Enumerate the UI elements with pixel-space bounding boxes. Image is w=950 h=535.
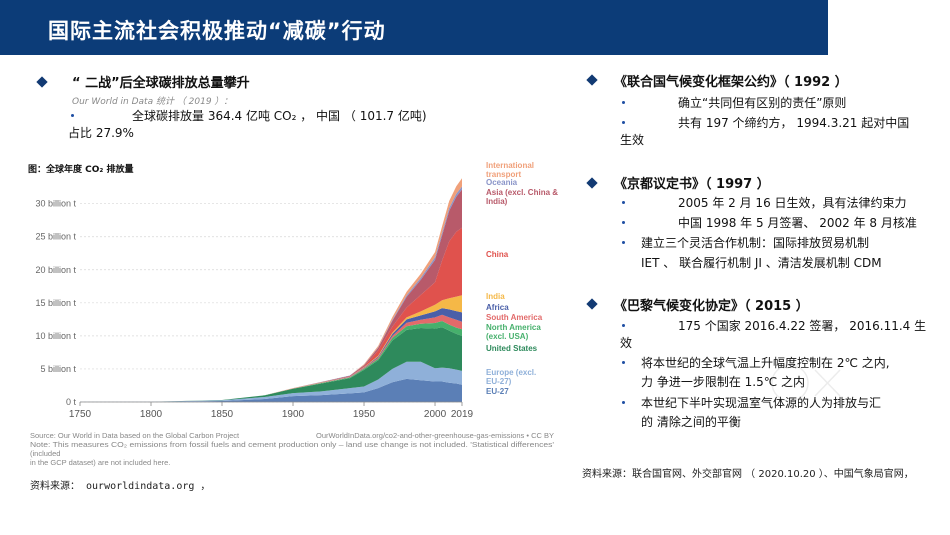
legend-label: South America [486,313,543,322]
chart-url-note: OurWorldInData.org/co2-and-other-greenho… [316,431,554,440]
legend-label: International [486,161,534,170]
kyoto-point-3-line1: 建立三个灵活合作机制：国际排放贸易机制 [641,236,870,250]
legend-label: India) [486,197,508,206]
bullet-dot-icon [71,114,74,117]
bullet-dot-icon [622,101,625,104]
kyoto-heading: 《京都议定书》（ 1997 ） [614,177,770,192]
bullet-dot-icon [622,221,625,224]
chart-note-line2: (included [30,449,60,458]
x-tick-label: 1950 [353,409,376,420]
kyoto-point-1: 2005 年 2 月 16 日生效，具有法律约束力 [678,196,907,210]
unfccc-point-1: 确立“共同但有区别的责任”原则 [678,96,847,110]
bullet-diamond-icon [586,298,598,310]
paris-point-2-line2: 力 争进一步限制在 1.5℃ 之内 [641,375,806,389]
unfccc-heading: 《联合国气候变化框架公约》（ 1992 ） [614,75,848,90]
x-tick-label: 1750 [69,409,92,420]
x-tick-label: 1850 [211,409,234,420]
series-area [80,361,462,402]
title-bar: 国际主流社会积极推动“减碳”行动 [0,0,828,55]
bullet-dot-icon [622,201,625,204]
legend-label: North America [486,323,541,332]
x-tick-label: 1800 [140,409,163,420]
emission-stat-line1: 全球碳排放量 364.4 亿吨 CO₂ ， 中国 （ 101.7 亿吨) [132,109,427,123]
kyoto-point-2: 中国 1998 年 5 月签署、 2002 年 8 月核准 [678,216,917,230]
legend-label: China [486,250,509,259]
y-tick-label: 30 billion t [35,199,76,209]
legend-label: transport [486,170,521,179]
unfccc-point-2-line2: 生效 [620,133,645,147]
paris-point-2-line1: 将本世纪的全球气温上升幅度控制在 2℃ 之内, [641,356,890,370]
x-tick-label: 2019 [451,409,474,420]
stat-source: Our World in Data 统计 （ 2019 ）： [72,97,233,107]
emission-stat-line2: 占比 27.9% [68,126,134,140]
chart-note-line1: Note: This measures CO₂ emissions from f… [30,440,555,449]
chart-source-note: Source: Our World in Data based on the G… [30,431,240,440]
right-source-note: 资料来源：联合国官网、外交部官网 （ 2020.10.20 ）、中国气象局官网， [582,469,914,480]
chart-note-line3: in the GCP dataset) are not included her… [30,458,170,467]
bullet-diamond-icon [586,74,598,86]
legend-label: EU-27 [486,387,509,396]
left-source-note: 资料来源： ourworldindata.org ， [30,481,211,492]
y-tick-label: 15 billion t [35,298,76,308]
y-tick-label: 25 billion t [35,232,76,242]
series-area [80,314,462,402]
paris-point-3-line1: 本世纪下半叶实现温室气体源的人为排放与汇 [641,396,882,410]
legend-label: Africa [486,303,509,312]
legend-label: Oceania [486,178,518,187]
page-title: 国际主流社会积极推动“减碳”行动 [48,19,386,43]
y-tick-label: 20 billion t [35,265,76,275]
legend-label: EU-27) [486,377,512,386]
watermark-icon [771,364,841,402]
series-area [80,378,462,402]
bullet-diamond-icon [586,177,598,189]
bullet-dot-icon [622,241,625,244]
legend-label: United States [486,344,538,353]
paris-point-3-line2: 的 清除之间的平衡 [641,415,741,429]
emissions-chart: 0 t 5 billion t 10 billion t 15 billion t 20… [22,156,562,468]
y-tick-label: 5 billion t [40,364,76,374]
bullet-dot-icon [622,121,625,124]
left-heading: “ 二战”后全球碳排放总量攀升 [72,76,250,91]
paris-heading: 《巴黎气候变化协定》（ 2015 ） [614,299,809,314]
x-tick-label: 1900 [282,409,305,420]
bullet-diamond-icon [36,76,48,88]
kyoto-point-3-line2: IET 、 联合履行机制 JI 、清洁发展机制 CDM [641,256,882,270]
unfccc-point-2-line1: 共有 197 个缔约方， 1994.3.21 起对中国 [678,116,910,130]
y-tick-label: 10 billion t [35,331,76,341]
series-area [80,308,462,402]
paris-point-1-line1: 175 个国家 2016.4.22 签署， 2016.11.4 生 [678,319,927,333]
legend-label: Asia (excl. China & [486,188,558,197]
legend-label: India [486,292,505,301]
y-tick-label: 0 t [66,397,77,407]
bullet-dot-icon [622,324,625,327]
legend-label: (excl. USA) [486,332,529,341]
bullet-dot-icon [622,361,625,364]
x-tick-label: 2000 [424,409,447,420]
series-area [80,327,462,402]
chart-caption: 图：全球年度 CO₂ 排放量 [28,165,134,175]
emissions-chart-svg: 0 t 5 billion t 10 billion t 15 billion t 20… [30,161,558,467]
paris-point-1-line2: 效 [620,336,633,350]
legend-label: Europe (excl. [486,368,536,377]
bullet-dot-icon [622,401,625,404]
